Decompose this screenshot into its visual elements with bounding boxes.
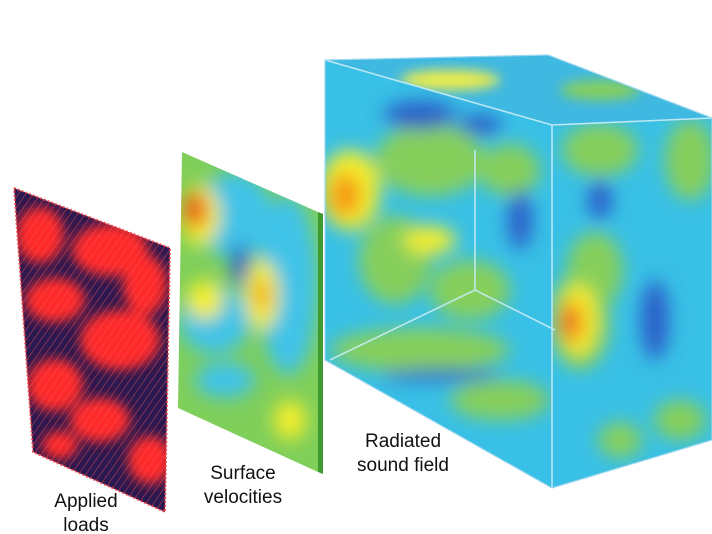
- caption-applied-loads-line1: Applied: [54, 491, 118, 512]
- caption-radiated-sound-field: Radiated sound field: [348, 430, 458, 478]
- caption-radiated-sound-field-line1: Radiated: [364, 431, 442, 452]
- radiated-sound-field-box: [324, 54, 712, 489]
- caption-applied-loads: Applied loads: [46, 490, 126, 534]
- applied-loads-hotspots: [14, 188, 170, 512]
- surface-velocities-plate: [178, 152, 323, 474]
- plate-edge: [318, 212, 323, 474]
- box-outline: [324, 54, 712, 489]
- side-face-pressure-map: [552, 120, 712, 458]
- caption-radiated-sound-field-line2: sound field: [357, 455, 449, 476]
- plate-velocity-map: [179, 171, 318, 440]
- box-edges: [324, 59, 712, 488]
- caption-surface-velocities-line2: velocities: [203, 487, 283, 508]
- applied-loads-border: [13, 187, 172, 514]
- front-face-pressure-map: [325, 101, 550, 420]
- caption-surface-velocities: Surface velocities: [198, 462, 288, 510]
- caption-applied-loads-line2: loads: [63, 515, 109, 534]
- applied-loads-panel: [13, 187, 172, 514]
- caption-surface-velocities-line1: Surface: [210, 463, 276, 484]
